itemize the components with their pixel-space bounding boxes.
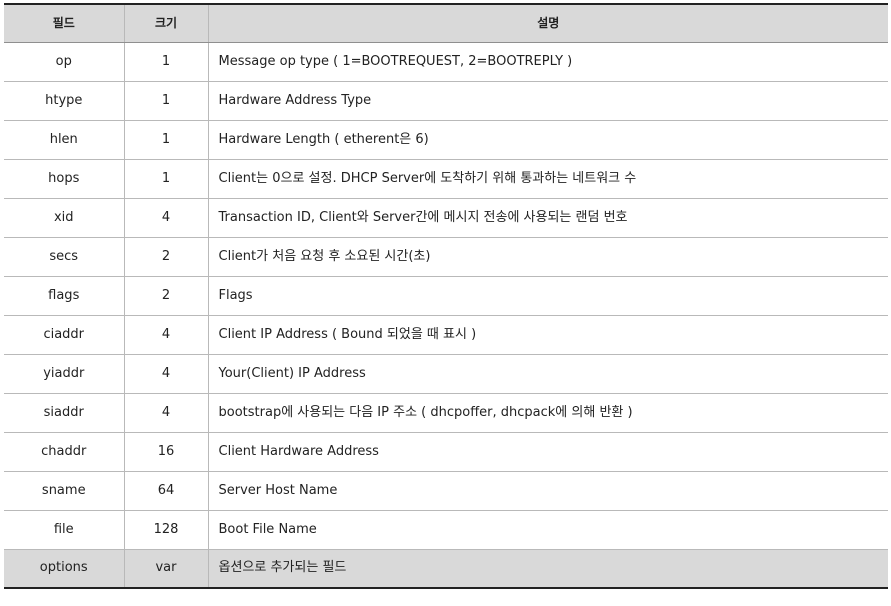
table-row: sname 64 Server Host Name [4, 471, 888, 511]
table-row: chaddr 16 Client Hardware Address [4, 432, 888, 472]
cell-field: file [4, 510, 125, 550]
cell-description: Message op type ( 1=BOOTREQUEST, 2=BOOTR… [207, 42, 888, 82]
cell-size: 128 [123, 510, 209, 550]
cell-size: 2 [123, 276, 209, 316]
cell-description: Client는 0으로 설정. DHCP Server에 도착하기 위해 통과하… [207, 159, 888, 199]
table-header: 필드 크기 설명 [4, 3, 888, 43]
cell-field: secs [4, 237, 125, 277]
cell-field: sname [4, 471, 125, 511]
cell-size: 1 [123, 42, 209, 82]
cell-field: options [4, 549, 125, 589]
table-row: yiaddr 4 Your(Client) IP Address [4, 354, 888, 394]
table-row: siaddr 4 bootstrap에 사용되는 다음 IP 주소 ( dhcp… [4, 393, 888, 433]
cell-size: 1 [123, 120, 209, 160]
cell-size: 1 [123, 159, 209, 199]
cell-size: var [123, 549, 209, 589]
table-row: op 1 Message op type ( 1=BOOTREQUEST, 2=… [4, 42, 888, 82]
cell-size: 1 [123, 81, 209, 121]
table-row: xid 4 Transaction ID, Client와 Server간에 메… [4, 198, 888, 238]
cell-size: 4 [123, 393, 209, 433]
table-row: htype 1 Hardware Address Type [4, 81, 888, 121]
cell-description: Client IP Address ( Bound 되었을 때 표시 ) [207, 315, 888, 355]
table-row: secs 2 Client가 처음 요청 후 소요된 시간(초) [4, 237, 888, 277]
cell-size: 4 [123, 354, 209, 394]
header-row: 필드 크기 설명 [4, 3, 888, 43]
cell-field: hops [4, 159, 125, 199]
cell-size: 4 [123, 198, 209, 238]
dhcp-field-table: 필드 크기 설명 op 1 Message op type ( 1=BOOTRE… [4, 3, 888, 589]
cell-description: 옵션으로 추가되는 필드 [207, 549, 888, 589]
cell-field: flags [4, 276, 125, 316]
header-size: 크기 [123, 3, 209, 43]
cell-description: Your(Client) IP Address [207, 354, 888, 394]
header-description: 설명 [207, 3, 888, 43]
cell-description: Client가 처음 요청 후 소요된 시간(초) [207, 237, 888, 277]
cell-field: yiaddr [4, 354, 125, 394]
cell-size: 16 [123, 432, 209, 472]
cell-description: Hardware Address Type [207, 81, 888, 121]
cell-field: siaddr [4, 393, 125, 433]
dhcp-field-table-container: 필드 크기 설명 op 1 Message op type ( 1=BOOTRE… [4, 3, 888, 589]
cell-description: Flags [207, 276, 888, 316]
table-row-options: options var 옵션으로 추가되는 필드 [4, 549, 888, 589]
cell-description: Transaction ID, Client와 Server간에 메시지 전송에… [207, 198, 888, 238]
table-body: op 1 Message op type ( 1=BOOTREQUEST, 2=… [4, 42, 888, 589]
table-row: hlen 1 Hardware Length ( etherent은 6) [4, 120, 888, 160]
cell-field: hlen [4, 120, 125, 160]
cell-field: xid [4, 198, 125, 238]
table-row: file 128 Boot File Name [4, 510, 888, 550]
table-row: hops 1 Client는 0으로 설정. DHCP Server에 도착하기… [4, 159, 888, 199]
cell-size: 2 [123, 237, 209, 277]
cell-description: Hardware Length ( etherent은 6) [207, 120, 888, 160]
cell-field: op [4, 42, 125, 82]
cell-description: Client Hardware Address [207, 432, 888, 472]
cell-field: chaddr [4, 432, 125, 472]
cell-size: 64 [123, 471, 209, 511]
header-field: 필드 [4, 3, 125, 43]
cell-size: 4 [123, 315, 209, 355]
cell-field: ciaddr [4, 315, 125, 355]
cell-description: Server Host Name [207, 471, 888, 511]
cell-description: Boot File Name [207, 510, 888, 550]
cell-description: bootstrap에 사용되는 다음 IP 주소 ( dhcpoffer, dh… [207, 393, 888, 433]
cell-field: htype [4, 81, 125, 121]
table-row: flags 2 Flags [4, 276, 888, 316]
table-row: ciaddr 4 Client IP Address ( Bound 되었을 때… [4, 315, 888, 355]
